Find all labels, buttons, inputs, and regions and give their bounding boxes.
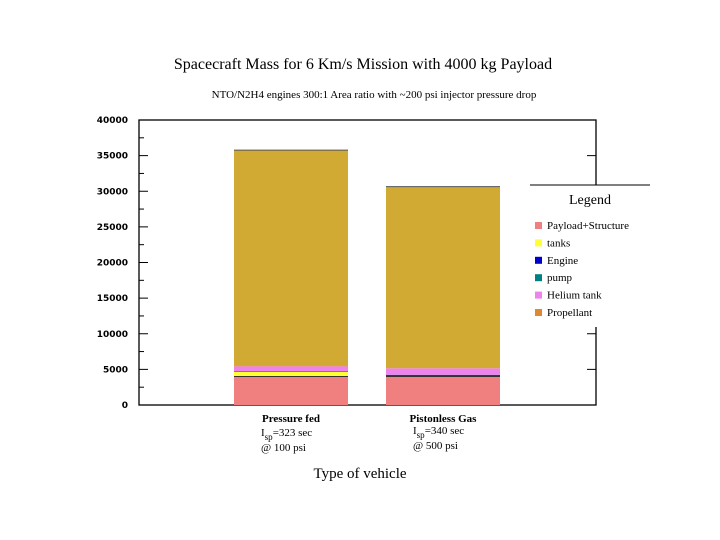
legend-title: Legend [569,193,611,208]
bar-segment [234,376,348,405]
isp-subscript: sp [417,430,426,440]
isp-value: =340 sec [425,425,465,437]
y-tick-label: 30000 [97,187,128,197]
isp-symbol: I [261,427,265,439]
legend-entry: Propellant [547,307,592,319]
bar-segment [386,375,500,377]
y-tick-label: 25000 [97,223,128,233]
bar-segment [386,368,500,375]
isp-symbol: I [413,425,417,437]
chart-title: Spacecraft Mass for 6 Km/s Mission with … [174,56,552,73]
isp-subscript: sp [265,432,274,442]
bar-segment [234,366,348,372]
bar-segment [386,186,500,369]
legend-entry: Engine [547,255,578,267]
y-tick-label: 40000 [97,116,128,126]
legend-swatch [535,291,542,299]
bar-segment [386,376,500,405]
legend-swatch [535,309,542,316]
chart-subtitle: NTO/N2H4 engines 300:1 Area ratio with ~… [212,89,537,101]
isp-note: Isp=323 sec [261,427,312,442]
legend-swatch [535,222,542,229]
y-tick-label: 10000 [97,330,128,340]
pressure-note: @ 100 psi [261,442,306,454]
y-tick-label: 15000 [97,294,128,304]
x-tick-label: Pistonless Gas [410,413,478,425]
x-tick-label: Pressure fed [262,413,320,425]
y-tick-label: 20000 [97,259,128,269]
isp-value: =323 sec [273,427,313,439]
pressure-note: @ 500 psi [413,440,458,452]
y-tick-label: 35000 [97,152,128,162]
plot-area [138,119,597,406]
y-axis: 0 5000 10000 15000 20000 25000 30000 35000 40000 [97,116,596,411]
legend-entry: tanks [547,237,570,249]
legend-swatch [535,274,542,282]
legend-entry: pump [547,272,573,284]
bars [234,149,500,405]
x-axis-title: Type of vehicle [313,466,406,482]
legend: Legend Payload+Structure tanks Engine pump H… [530,184,660,327]
legend-entry: Helium tank [547,290,602,302]
bar-segment [386,374,500,376]
legend-swatch [535,239,542,247]
y-tick-label: 0 [122,401,128,411]
plot-frame [138,119,597,406]
legend-entry: Payload+Structure [547,220,629,232]
legend-swatch [535,256,542,264]
y-tick-label: 5000 [103,365,128,375]
isp-note: Isp=340 sec [413,425,464,440]
bar-segment [234,365,348,367]
bar-segment [234,371,348,372]
bar-segment [234,371,348,377]
bar-segment [234,150,348,366]
